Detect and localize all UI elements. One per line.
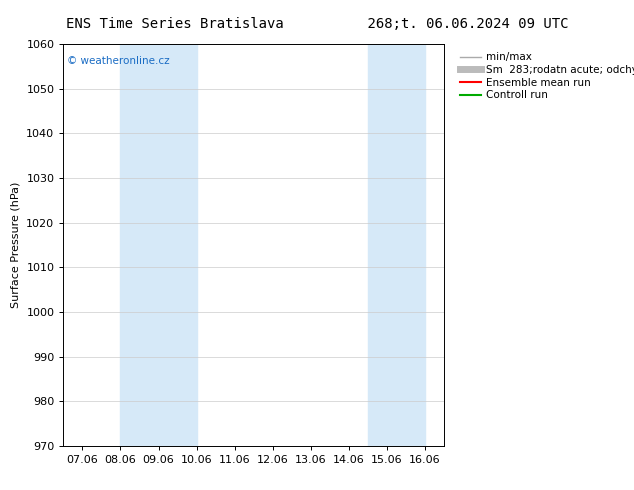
Y-axis label: Surface Pressure (hPa): Surface Pressure (hPa) (11, 182, 21, 308)
Bar (368, 44, 425, 446)
Text: © weatheronline.cz: © weatheronline.cz (67, 56, 170, 66)
Legend: min/max, Sm  283;rodatn acute; odchylka, Ensemble mean run, Controll run: min/max, Sm 283;rodatn acute; odchylka, … (456, 49, 634, 103)
Text: ENS Time Series Bratislava          268;t. 06.06.2024 09 UTC: ENS Time Series Bratislava 268;t. 06.06.… (66, 17, 568, 31)
Bar (120, 44, 197, 446)
